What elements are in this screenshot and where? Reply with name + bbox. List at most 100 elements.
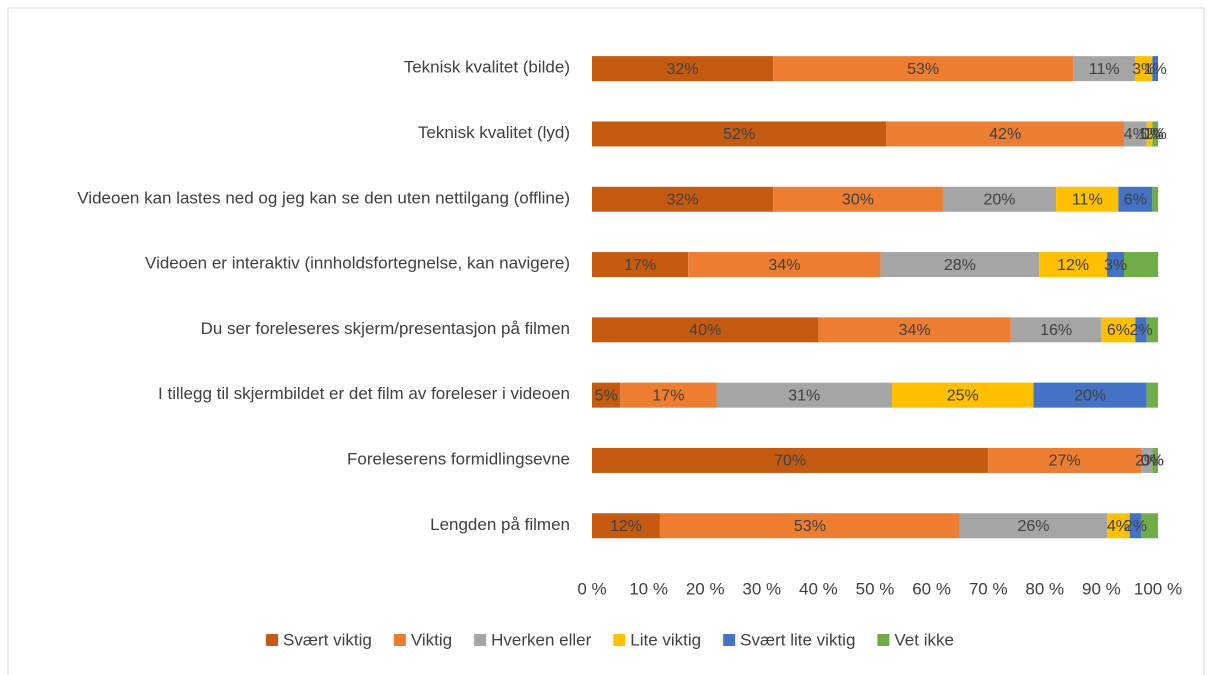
x-tick-label: 60 % [912, 579, 951, 598]
value-label: 52% [723, 126, 755, 143]
value-label: 4% [1107, 518, 1130, 535]
value-label: 16% [1040, 322, 1072, 339]
bar-segment [1146, 121, 1153, 147]
x-tick-label: 90 % [1082, 579, 1121, 598]
value-label: 0% [1141, 453, 1164, 470]
value-label: 4% [1124, 126, 1147, 143]
value-label: 34% [768, 257, 800, 274]
value-label: 3% [1132, 61, 1155, 78]
value-label: 40% [689, 322, 721, 339]
bar-segment [592, 513, 660, 539]
bar-segment [818, 317, 1011, 343]
bar-segment [1129, 513, 1142, 539]
bar-segment [1146, 382, 1158, 408]
x-tick-label: 100 % [1134, 579, 1182, 598]
bar-segment [1073, 56, 1136, 82]
bar-segment [1107, 513, 1130, 539]
chart-border [7, 7, 1205, 675]
value-label: 12% [610, 518, 642, 535]
value-label: 2% [1124, 518, 1147, 535]
bar-segment [1135, 56, 1153, 82]
value-label: 5% [595, 387, 618, 404]
bar-segment [592, 317, 819, 343]
bar-segment [620, 382, 717, 408]
category-label: Teknisk kvalitet (bilde) [404, 58, 570, 77]
bar-segment [1124, 252, 1158, 278]
bar-segment [942, 186, 1057, 212]
value-label: 27% [1049, 453, 1081, 470]
value-label: 25% [947, 387, 979, 404]
bar-segment [773, 186, 943, 212]
category-label: Lengden på filmen [430, 515, 570, 534]
value-label: 6% [1124, 191, 1147, 208]
value-label: 53% [907, 61, 939, 78]
bar-segment [1118, 186, 1153, 212]
legend-label: Hverken eller [491, 630, 591, 649]
value-label: 32% [667, 61, 699, 78]
legend-label: Svært lite viktig [740, 630, 855, 649]
legend-swatch [877, 634, 890, 646]
value-label: 28% [944, 257, 976, 274]
bar-segment [988, 447, 1142, 473]
legend-label: Svært viktig [283, 630, 372, 649]
bar-segment [716, 382, 892, 408]
bar-segment [1010, 317, 1102, 343]
category-label: Videoen er interaktiv (innholdsfortegnel… [145, 254, 570, 273]
bar-segment [1039, 252, 1108, 278]
bar-segment [1101, 317, 1136, 343]
value-label: 2% [1135, 453, 1158, 470]
x-tick-label: 80 % [1025, 579, 1064, 598]
value-label: 70% [774, 453, 806, 470]
value-label: 1% [1138, 126, 1161, 143]
x-tick-label: 30 % [742, 579, 781, 598]
bar-segment [1152, 186, 1158, 212]
value-label: 1% [1144, 126, 1167, 143]
category-label: Foreleserens formidlingsevne [347, 450, 570, 469]
value-label: 32% [667, 191, 699, 208]
x-tick-label: 10 % [629, 579, 668, 598]
value-label: 53% [794, 518, 826, 535]
x-tick-label: 20 % [686, 579, 725, 598]
x-tick-label: 50 % [856, 579, 895, 598]
value-label: 17% [652, 387, 684, 404]
value-label: 30% [842, 191, 874, 208]
bar-segment [592, 56, 774, 82]
value-label: 34% [899, 322, 931, 339]
bar-segment [1141, 513, 1158, 539]
category-label: Teknisk kvalitet (lyd) [418, 123, 570, 142]
legend-swatch [266, 634, 279, 646]
bar-segment [886, 121, 1125, 147]
bar-segment [592, 382, 621, 408]
value-label: 42% [989, 126, 1021, 143]
category-label: Du ser foreleseres skjerm/presentasjon p… [201, 319, 570, 338]
legend-label: Lite viktig [630, 630, 701, 649]
legend-swatch [474, 634, 487, 646]
value-label: 20% [1074, 387, 1106, 404]
legend-swatch [723, 634, 736, 646]
legend-swatch [393, 634, 406, 646]
x-tick-label: 0 % [577, 579, 606, 598]
category-label: I tillegg til skjermbildet er det film a… [158, 385, 570, 404]
bar-segment [1056, 186, 1119, 212]
legend: Svært viktig Viktig Hverken eller Lite vikt… [266, 630, 954, 649]
value-label: 17% [624, 257, 656, 274]
value-label: 0% [1141, 453, 1164, 470]
value-label: 20% [984, 191, 1016, 208]
legend-swatch [613, 634, 626, 646]
bar-segment [659, 513, 960, 539]
bar-segment [880, 252, 1040, 278]
bar-segment [592, 252, 689, 278]
x-tick-label: 40 % [799, 579, 838, 598]
value-label: 26% [1017, 518, 1049, 535]
bar-segment [688, 252, 881, 278]
bar-segment [1152, 121, 1158, 147]
bar-segment [1141, 447, 1153, 473]
bar-segment [1033, 382, 1147, 408]
bar-segment [1146, 317, 1158, 343]
bar-segment [592, 186, 774, 212]
category-label: Videoen kan lastes ned og jeg kan se den… [77, 189, 570, 208]
legend-label: Vet ikke [894, 630, 954, 649]
value-label: 6% [1107, 322, 1130, 339]
value-label: 2% [1129, 322, 1152, 339]
